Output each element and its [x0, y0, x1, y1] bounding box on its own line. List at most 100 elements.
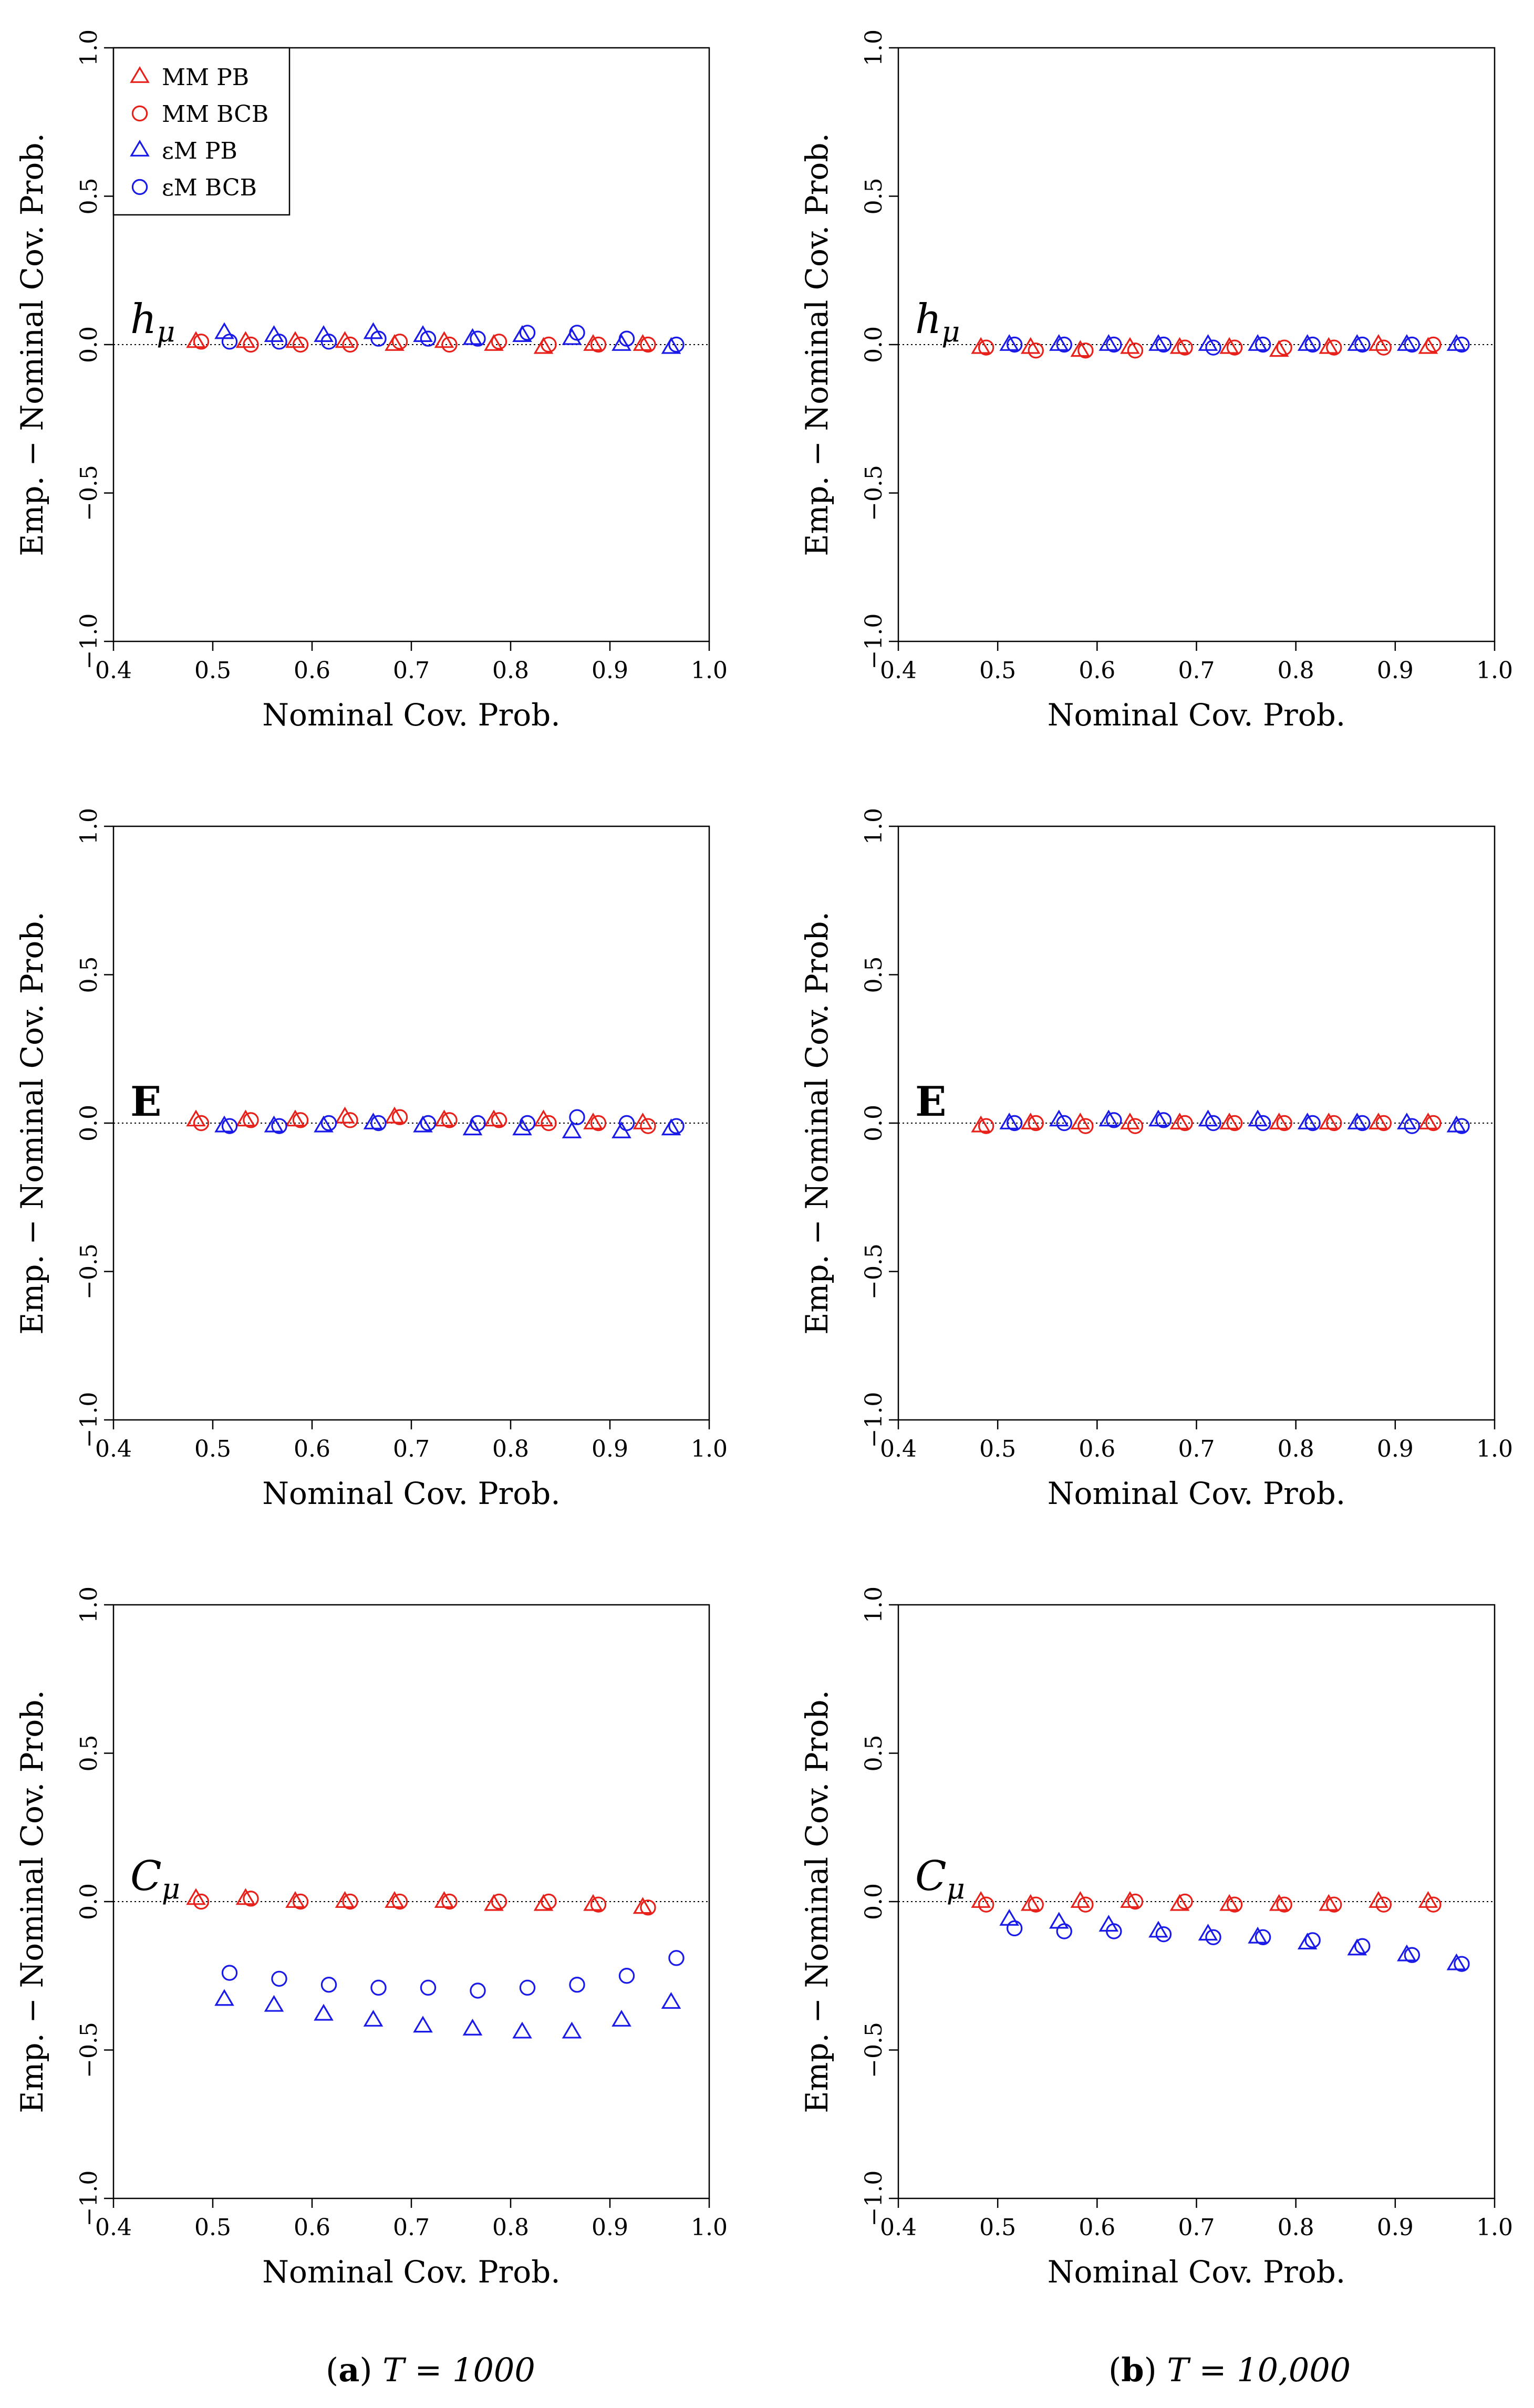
point-em-bcb: [370, 1115, 387, 1132]
point-mm-bcb: [640, 1900, 656, 1916]
panel-annotation: E: [915, 1078, 946, 1126]
point-mm-bcb: [441, 1893, 458, 1910]
x-tick-label: 0.9: [1377, 657, 1414, 684]
x-tick-label: 0.8: [492, 657, 529, 684]
legend-label-mm-bcb: MM BCB: [162, 101, 268, 128]
point-em-pb: [1397, 1112, 1417, 1129]
x-axis-label: Nominal Cov. Prob.: [262, 2254, 560, 2290]
point-em-bcb: [370, 330, 387, 347]
point-mm-pb: [1169, 1894, 1190, 1911]
point-em-pb: [1148, 1921, 1168, 1938]
legend-marker-mm-pb: [130, 66, 150, 83]
point-em-bcb: [1255, 1115, 1271, 1132]
point-em-bcb: [420, 330, 437, 347]
point-mm-bcb: [391, 1109, 408, 1125]
point-em-bcb: [1354, 1938, 1371, 1954]
point-mm-bcb: [1226, 1896, 1243, 1913]
point-em-bcb: [1056, 336, 1072, 353]
x-tick-label: 0.7: [393, 2214, 430, 2241]
point-em-bcb: [519, 325, 536, 341]
y-tick-label: 1.0: [76, 29, 102, 66]
point-mm-bcb: [243, 336, 259, 353]
point-mm-pb: [484, 334, 504, 351]
point-mm-bcb: [590, 336, 607, 353]
point-mm-bcb: [1326, 1115, 1342, 1132]
point-mm-pb: [1418, 337, 1438, 354]
y-tick-label: 0.0: [76, 1105, 102, 1141]
y-tick-label: 0.5: [76, 178, 102, 215]
x-tick-label: 0.5: [979, 1436, 1016, 1462]
point-em-bcb: [1454, 1118, 1470, 1134]
x-tick-label: 0.8: [1278, 657, 1314, 684]
point-em-bcb: [618, 1968, 635, 1984]
caption-panel-b: (b) T = 10,000: [1108, 2351, 1351, 2389]
point-em-bcb: [320, 1976, 337, 1993]
point-em-bcb: [221, 1118, 238, 1134]
point-em-bcb: [320, 1115, 337, 1132]
point-em-bcb: [1304, 336, 1321, 353]
point-em-bcb: [1056, 1923, 1072, 1939]
point-mm-bcb: [193, 1115, 210, 1132]
point-mm-bcb: [978, 1896, 994, 1913]
point-em-bcb: [1106, 1112, 1122, 1128]
point-em-pb: [1198, 1924, 1218, 1941]
chart-panel-b-row-0: 0.4 0.5 0.6 0.7 0.8 0.9 1.0 −1.0 −0.5 0.0 0.5 1.0 No…: [799, 29, 1513, 733]
panel-annotation: Cμ: [130, 1853, 180, 1905]
point-em-bcb: [470, 330, 486, 347]
x-tick-label: 0.7: [393, 657, 430, 684]
y-tick-label: −1.0: [861, 1392, 887, 1448]
point-em-bcb: [1106, 1923, 1122, 1939]
x-tick-label: 0.5: [979, 2214, 1016, 2241]
point-em-bcb: [221, 334, 238, 350]
point-mm-bcb: [491, 1112, 507, 1128]
point-mm-pb: [1070, 1112, 1091, 1129]
point-mm-bcb: [1226, 339, 1243, 356]
point-em-pb: [363, 2009, 384, 2027]
point-mm-pb: [335, 1106, 355, 1124]
point-mm-bcb: [1326, 339, 1342, 356]
panel-annotation: E: [130, 1078, 161, 1126]
point-em-bcb: [470, 1983, 486, 1999]
y-axis-label: Emp. − Nominal Cov. Prob.: [799, 133, 835, 556]
point-em-pb: [1297, 1933, 1318, 1950]
x-tick-label: 0.6: [294, 657, 330, 684]
point-mm-bcb: [292, 336, 309, 353]
point-mm-bcb: [1028, 1896, 1044, 1913]
point-mm-bcb: [441, 1112, 458, 1128]
point-mm-pb: [1120, 337, 1140, 354]
point-mm-pb: [186, 1109, 206, 1127]
x-tick-label: 0.6: [294, 1436, 330, 1462]
point-mm-bcb: [491, 1893, 507, 1910]
y-tick-label: 1.0: [76, 808, 102, 845]
legend-label-em-pb: εM PB: [162, 138, 237, 164]
point-em-bcb: [668, 1118, 685, 1134]
point-mm-bcb: [1028, 1115, 1044, 1132]
x-tick-label: 1.0: [1476, 657, 1513, 684]
y-tick-label: −0.5: [76, 1243, 102, 1300]
point-mm-bcb: [1077, 1118, 1094, 1134]
legend-label-em-bcb: εM BCB: [162, 174, 257, 201]
x-tick-label: 0.5: [979, 657, 1016, 684]
x-tick-label: 1.0: [1476, 2214, 1513, 2241]
point-mm-bcb: [590, 1115, 607, 1132]
point-em-bcb: [1454, 336, 1470, 353]
point-em-pb: [214, 322, 234, 339]
x-tick-label: 0.9: [1377, 1436, 1414, 1462]
y-tick-label: 0.5: [76, 1735, 102, 1772]
y-axis-label: Emp. − Nominal Cov. Prob.: [799, 1690, 835, 2113]
y-axis-label: Emp. − Nominal Cov. Prob.: [14, 1690, 50, 2113]
point-em-pb: [314, 1115, 334, 1133]
point-em-pb: [264, 1995, 284, 2012]
point-mm-bcb: [342, 1112, 358, 1128]
chart-panel-a-row-1: 0.4 0.5 0.6 0.7 0.8 0.9 1.0 −1.0 −0.5 0.0 0.5 1.0 No…: [14, 808, 728, 1511]
y-tick-label: 0.0: [861, 326, 887, 363]
x-axis-label: Nominal Cov. Prob.: [1048, 1476, 1345, 1511]
legend-label-mm-pb: MM PB: [162, 64, 249, 91]
y-tick-label: 1.0: [861, 808, 887, 845]
point-mm-pb: [235, 331, 256, 348]
legend-box: [112, 47, 291, 216]
point-mm-pb: [1070, 1891, 1091, 1908]
x-tick-label: 0.4: [880, 657, 917, 684]
point-em-pb: [413, 325, 433, 342]
point-mm-pb: [533, 1894, 554, 1911]
